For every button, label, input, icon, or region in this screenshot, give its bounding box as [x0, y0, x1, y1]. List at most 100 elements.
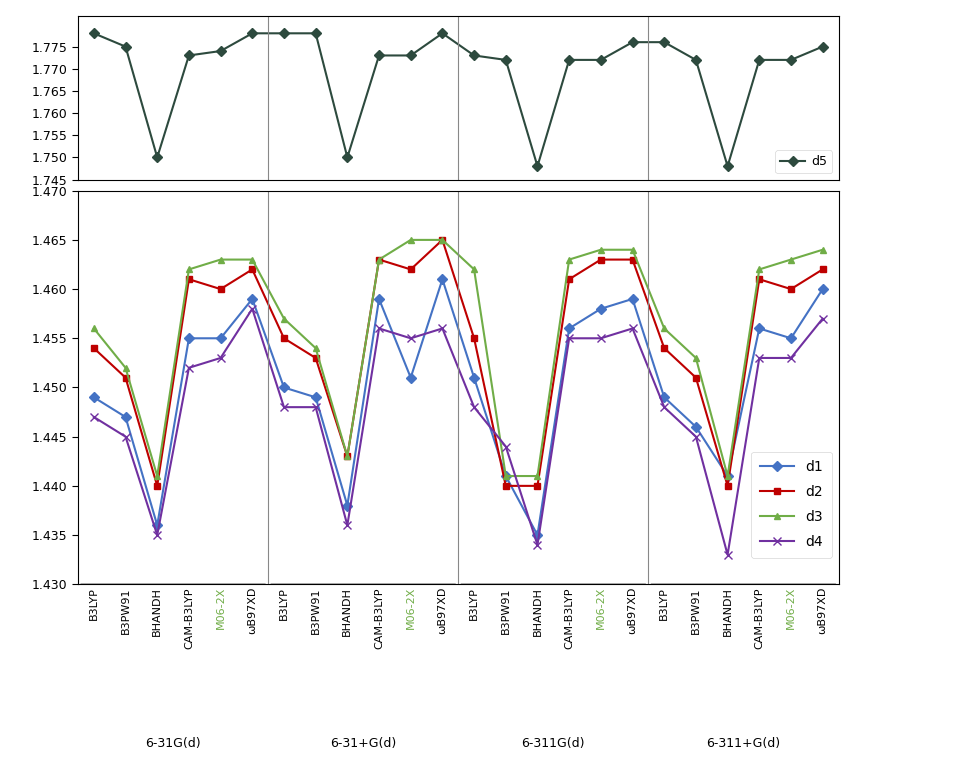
d3: [627, 245, 639, 255]
d5: [468, 51, 480, 60]
d3: [183, 265, 195, 274]
d1: [88, 393, 99, 402]
d5: [310, 29, 322, 38]
d3: [817, 245, 829, 255]
d1: [595, 304, 606, 313]
d5: [817, 42, 829, 51]
d4: [531, 540, 543, 549]
d4: [405, 333, 416, 343]
d1: [214, 333, 226, 343]
d5: [405, 51, 416, 60]
d2: [564, 274, 575, 284]
d2: [500, 481, 512, 491]
d2: [468, 333, 480, 343]
d1: [373, 294, 385, 304]
d2: [627, 255, 639, 264]
Text: 6-31G(d): 6-31G(d): [145, 737, 201, 749]
d2: [531, 481, 543, 491]
d5: [278, 29, 290, 38]
d1: [658, 393, 670, 402]
d1: [278, 382, 290, 392]
d5: [785, 55, 797, 65]
d3: [373, 255, 385, 264]
d5: [754, 55, 765, 65]
d1: [183, 333, 195, 343]
d3: [437, 235, 448, 245]
d4: [500, 442, 512, 451]
d4: [437, 324, 448, 333]
Line: d5: d5: [91, 30, 826, 170]
d2: [183, 274, 195, 284]
d1: [437, 274, 448, 284]
d4: [183, 363, 195, 372]
d5: [658, 37, 670, 47]
d3: [468, 265, 480, 274]
d3: [785, 255, 797, 264]
d4: [627, 324, 639, 333]
d5: [183, 51, 195, 60]
d1: [310, 393, 322, 402]
d5: [214, 47, 226, 56]
d2: [310, 354, 322, 363]
d3: [754, 265, 765, 274]
Legend: d5: d5: [775, 150, 833, 173]
d1: [690, 422, 702, 432]
d1: [247, 294, 258, 304]
d2: [88, 344, 99, 353]
d3: [247, 255, 258, 264]
Line: d1: d1: [91, 276, 826, 538]
d2: [278, 333, 290, 343]
d4: [310, 403, 322, 412]
d5: [151, 153, 163, 162]
d2: [373, 255, 385, 264]
d3: [500, 471, 512, 481]
d5: [247, 29, 258, 38]
d2: [690, 373, 702, 382]
d3: [531, 471, 543, 481]
d3: [658, 324, 670, 333]
d2: [120, 373, 132, 382]
d5: [120, 42, 132, 51]
d4: [595, 333, 606, 343]
d5: [500, 55, 512, 65]
d1: [120, 412, 132, 421]
d3: [88, 324, 99, 333]
d2: [214, 284, 226, 294]
d2: [754, 274, 765, 284]
d2: [817, 265, 829, 274]
d4: [722, 550, 733, 559]
d2: [658, 344, 670, 353]
d1: [151, 520, 163, 530]
d4: [214, 354, 226, 363]
d3: [722, 471, 733, 481]
d1: [405, 373, 416, 382]
d3: [564, 255, 575, 264]
d5: [564, 55, 575, 65]
d5: [373, 51, 385, 60]
d5: [88, 29, 99, 38]
d4: [278, 403, 290, 412]
d3: [595, 245, 606, 255]
d1: [341, 501, 353, 510]
d2: [785, 284, 797, 294]
d4: [120, 432, 132, 442]
d4: [88, 412, 99, 421]
d4: [754, 354, 765, 363]
d1: [500, 471, 512, 481]
d3: [120, 363, 132, 372]
d3: [405, 235, 416, 245]
d4: [690, 432, 702, 442]
d1: [817, 284, 829, 294]
Text: 6-31+G(d): 6-31+G(d): [331, 737, 396, 749]
Legend: d1, d2, d3, d4: d1, d2, d3, d4: [752, 452, 832, 558]
d3: [690, 354, 702, 363]
Line: d3: d3: [91, 237, 826, 480]
d1: [531, 530, 543, 540]
d5: [341, 153, 353, 162]
d5: [722, 161, 733, 171]
Line: d2: d2: [91, 237, 826, 489]
d2: [405, 265, 416, 274]
d3: [278, 314, 290, 323]
d2: [247, 265, 258, 274]
Line: d4: d4: [90, 305, 827, 559]
